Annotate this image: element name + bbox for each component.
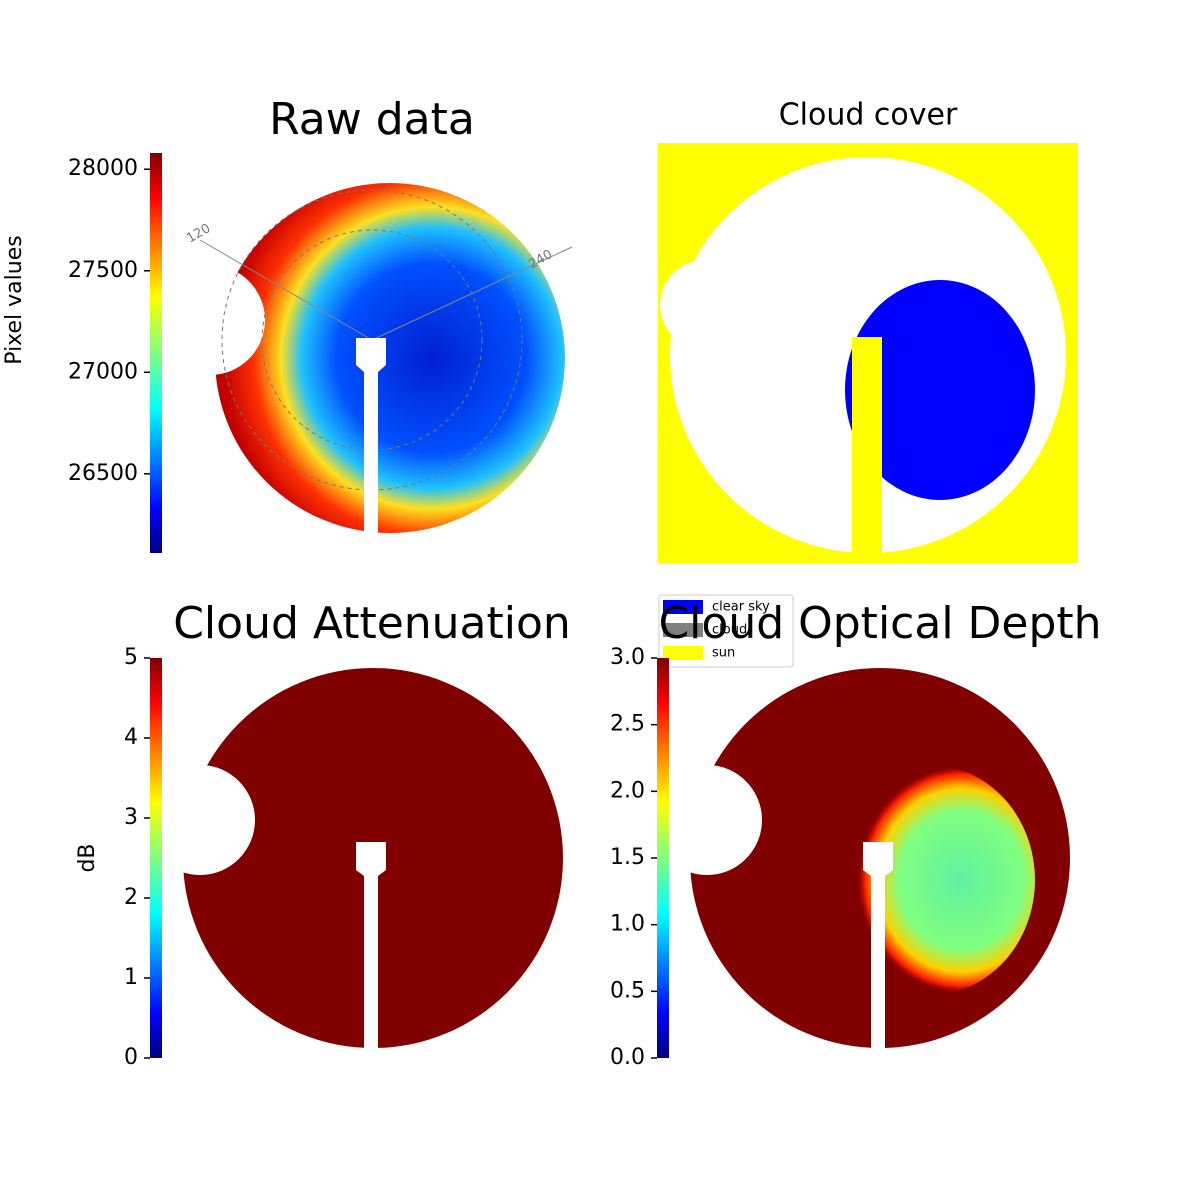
colorbar-tick-label: 26500: [68, 461, 138, 486]
optical-depth-image: [652, 668, 1070, 1048]
colorbar-tick-label: 27500: [68, 258, 138, 283]
colorbar-label: Pixel values: [2, 235, 27, 364]
attenuation-image: [145, 668, 563, 1048]
panel-title: Cloud Attenuation: [173, 598, 571, 649]
colorbar-tick-label: 3.0: [610, 645, 645, 670]
colorbar-tick-label: 5: [124, 645, 138, 670]
colorbar-tick-label: 0: [124, 1045, 138, 1070]
colorbar-tick-label: 3: [124, 805, 138, 830]
colorbar-tick-label: 4: [124, 725, 138, 750]
colorbar-tick-label: 0.5: [610, 978, 645, 1003]
colorbar-tick-label: 27000: [68, 359, 138, 384]
annotation: 120: [184, 221, 213, 246]
colorbar-tick-label: 1.0: [610, 912, 645, 937]
raw-image: [155, 183, 573, 540]
colorbar-tick-label: 1: [124, 965, 138, 990]
legend-swatch: [663, 623, 703, 637]
colorbar: [150, 658, 162, 1058]
colorbar-tick-label: 2.5: [610, 712, 645, 737]
panel-title: Cloud Optical Depth: [658, 598, 1101, 649]
colorbar-tick-label: 0.0: [610, 1045, 645, 1070]
legend-label: cloud: [712, 623, 747, 638]
colorbar-tick-label: 2.0: [610, 778, 645, 803]
annotation: 240: [526, 247, 555, 272]
colorbar-tick-label: 1.5: [610, 845, 645, 870]
colorbar-tick-label: 2: [124, 885, 138, 910]
cloud-image: [658, 143, 1078, 563]
panel-title: Cloud cover: [779, 98, 958, 133]
legend-swatch: [663, 600, 703, 614]
colorbar-label: dB: [75, 843, 100, 872]
colorbar: [150, 153, 162, 553]
colorbar-tick-label: 28000: [68, 156, 138, 181]
legend-swatch: [663, 646, 703, 660]
colorbar: [657, 658, 669, 1058]
legend-label: clear sky: [712, 600, 770, 615]
panel-title: Raw data: [269, 94, 475, 145]
legend-label: sun: [712, 646, 735, 661]
